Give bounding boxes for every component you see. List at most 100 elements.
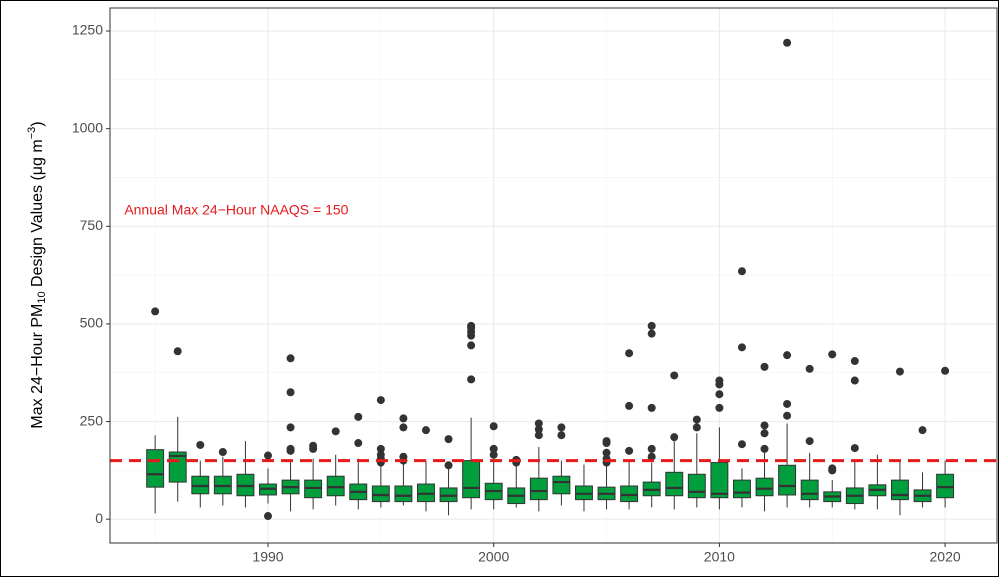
outlier xyxy=(489,450,498,459)
box xyxy=(778,464,797,496)
outlier xyxy=(850,357,859,366)
box xyxy=(620,485,639,503)
outlier xyxy=(737,267,746,276)
outlier xyxy=(895,367,904,376)
x-tick-label: 2020 xyxy=(930,549,961,565)
outlier xyxy=(196,440,205,449)
box xyxy=(687,473,706,499)
outlier xyxy=(489,444,498,453)
outlier xyxy=(376,396,385,405)
outlier xyxy=(173,347,182,356)
box xyxy=(732,479,751,499)
outlier xyxy=(715,390,724,399)
outlier xyxy=(850,376,859,385)
outlier xyxy=(286,388,295,397)
outlier xyxy=(467,375,476,384)
outlier xyxy=(670,371,679,380)
outlier xyxy=(376,450,385,459)
outlier xyxy=(647,452,656,461)
outlier xyxy=(534,419,543,428)
outlier xyxy=(286,444,295,453)
outlier xyxy=(399,452,408,461)
box xyxy=(800,479,819,501)
y-axis-label: Max 24−Hour PM10 Design Values (μg m−3) xyxy=(26,121,48,428)
panel-border xyxy=(109,7,998,544)
box xyxy=(326,475,345,497)
outlier xyxy=(647,444,656,453)
outlier xyxy=(760,421,769,430)
box xyxy=(462,460,481,499)
outlier xyxy=(354,439,363,448)
x-tick-label: 2010 xyxy=(704,549,735,565)
outlier xyxy=(760,429,769,438)
outlier xyxy=(286,423,295,432)
box xyxy=(936,473,955,499)
outlier xyxy=(715,403,724,412)
box xyxy=(755,477,774,497)
box xyxy=(394,485,413,503)
outlier xyxy=(625,446,634,455)
outlier xyxy=(489,422,498,431)
outlier xyxy=(602,448,611,457)
outlier xyxy=(647,403,656,412)
outlier xyxy=(783,351,792,360)
outlier xyxy=(467,341,476,350)
outlier xyxy=(286,354,295,363)
outlier xyxy=(534,431,543,440)
outlier xyxy=(331,427,340,436)
y-label-part: ) xyxy=(29,121,46,126)
box xyxy=(146,449,165,488)
outlier xyxy=(444,435,453,444)
y-tick-label: 750 xyxy=(80,217,104,233)
outlier xyxy=(805,437,814,446)
outlier xyxy=(692,415,701,424)
box xyxy=(529,477,548,501)
outlier xyxy=(625,349,634,358)
outlier xyxy=(647,329,656,338)
outlier xyxy=(783,38,792,47)
outlier xyxy=(399,423,408,432)
outlier xyxy=(467,321,476,330)
annotation: Annual Max 24−Hour NAAQS = 150 xyxy=(124,201,348,217)
box xyxy=(371,485,390,503)
outlier xyxy=(399,414,408,423)
y-label-part: −3 xyxy=(26,127,38,140)
outlier xyxy=(421,426,430,435)
box xyxy=(710,462,729,499)
outlier xyxy=(534,425,543,434)
outlier xyxy=(805,364,814,373)
outlier xyxy=(918,426,927,435)
outlier xyxy=(850,444,859,453)
y-tick-label: 250 xyxy=(80,412,104,428)
outlier xyxy=(444,461,453,470)
y-label-part: Max 24−Hour PM xyxy=(29,304,46,429)
box xyxy=(665,471,684,497)
outlier xyxy=(828,464,837,473)
outlier xyxy=(151,307,160,316)
outlier xyxy=(670,433,679,442)
y-tick-label: 0 xyxy=(95,510,103,526)
outlier xyxy=(263,512,272,521)
outlier xyxy=(941,366,950,375)
outlier xyxy=(309,441,318,450)
box xyxy=(552,475,571,495)
outlier xyxy=(376,444,385,453)
outlier xyxy=(218,448,227,457)
outlier xyxy=(692,423,701,432)
outlier xyxy=(354,412,363,421)
outlier xyxy=(625,401,634,410)
y-tick-label: 1000 xyxy=(72,119,103,135)
y-label-part: Design Values (μg m xyxy=(29,139,46,291)
outlier xyxy=(557,431,566,440)
outlier xyxy=(760,362,769,371)
outlier xyxy=(737,440,746,449)
outlier xyxy=(263,451,272,460)
outlier xyxy=(760,444,769,453)
y-tick-label: 500 xyxy=(80,315,104,331)
outlier xyxy=(557,423,566,432)
y-label-part: 10 xyxy=(36,291,48,303)
outlier xyxy=(783,411,792,420)
outlier xyxy=(828,350,837,359)
y-tick-label: 1250 xyxy=(72,22,103,38)
